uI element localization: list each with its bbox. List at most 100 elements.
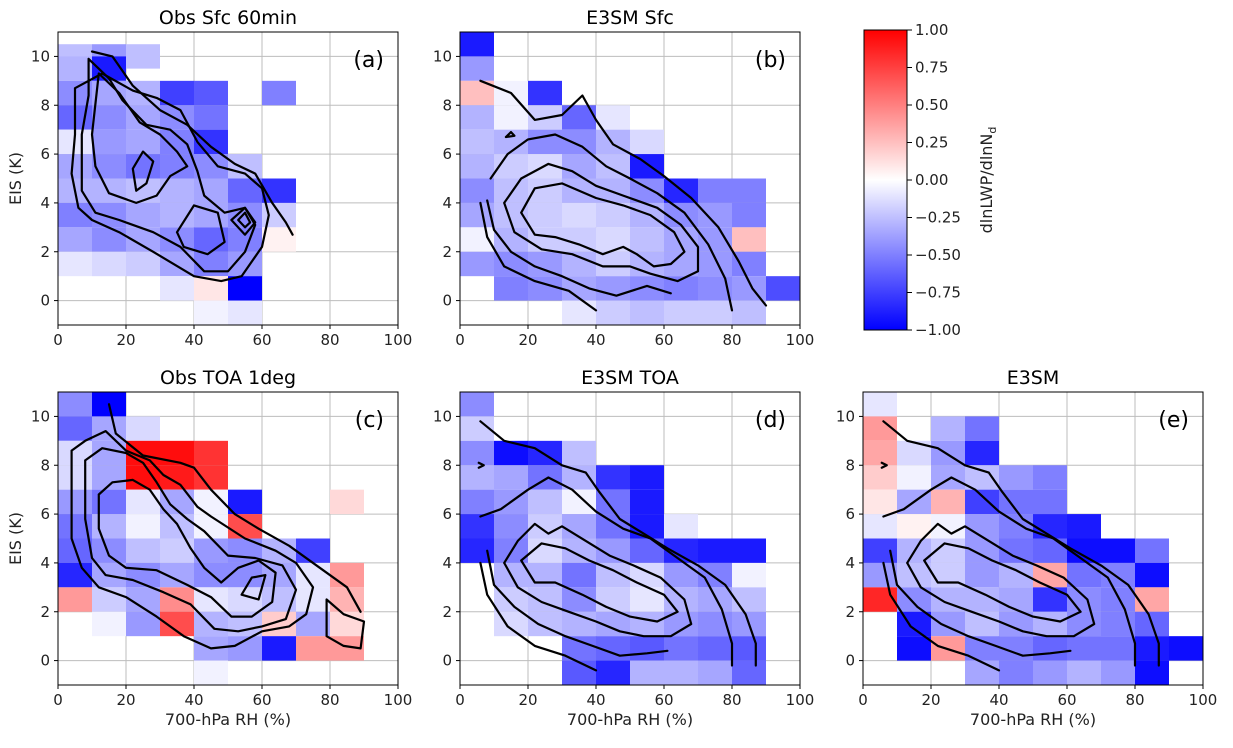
heatmap-cell bbox=[1135, 636, 1169, 661]
contour-line bbox=[237, 211, 252, 229]
heatmap-cell bbox=[296, 611, 330, 637]
heatmap-cell bbox=[58, 56, 92, 81]
heatmap-cell bbox=[126, 489, 160, 515]
heatmap-cell bbox=[58, 562, 92, 588]
heatmap-cell bbox=[732, 202, 766, 228]
panel-a-title: Obs Sfc 60min bbox=[159, 7, 297, 29]
heatmap-cell bbox=[562, 300, 596, 325]
heatmap-cell bbox=[460, 105, 494, 130]
heatmap-cell bbox=[664, 300, 698, 325]
heatmap-cell bbox=[562, 538, 596, 563]
y-tick-label: 2 bbox=[845, 603, 855, 621]
heatmap-cell bbox=[732, 636, 766, 661]
heatmap-cell bbox=[494, 251, 528, 277]
heatmap-cell bbox=[528, 80, 562, 106]
x-tick-label: 0 bbox=[53, 691, 63, 709]
x-tick-label: 100 bbox=[384, 691, 413, 709]
heatmap-cell bbox=[1067, 636, 1101, 661]
heatmap-cell bbox=[931, 416, 965, 441]
heatmap-cell bbox=[160, 514, 194, 539]
colorbar-tick-label: −1.00 bbox=[915, 321, 961, 339]
heatmap-cell bbox=[92, 489, 126, 515]
contour-line bbox=[880, 461, 888, 469]
heatmap-cell bbox=[863, 440, 897, 466]
x-tick-label: 40 bbox=[989, 691, 1008, 709]
x-tick-label: 20 bbox=[518, 331, 537, 349]
y-tick-label: 8 bbox=[40, 96, 50, 114]
contour-line bbox=[486, 199, 672, 297]
x-tick-label: 60 bbox=[252, 691, 271, 709]
heatmap-cell bbox=[460, 392, 494, 417]
heatmap-cell bbox=[528, 251, 562, 277]
heatmap-cell bbox=[1135, 587, 1169, 612]
heatmap-cell bbox=[965, 660, 999, 685]
contour-line bbox=[70, 72, 270, 283]
contour-line bbox=[97, 478, 277, 618]
heatmap-cell bbox=[1033, 489, 1067, 515]
panel-d-cells bbox=[460, 392, 766, 685]
heatmap-cell bbox=[630, 660, 664, 685]
contour-line bbox=[889, 549, 1072, 657]
y-tick-label: 10 bbox=[31, 47, 50, 65]
x-tick-label: 40 bbox=[586, 691, 605, 709]
heatmap-cell bbox=[1033, 611, 1067, 637]
heatmap-cell bbox=[863, 562, 897, 588]
contour-line bbox=[84, 447, 298, 633]
x-tick-label: 40 bbox=[184, 331, 203, 349]
heatmap-cell bbox=[228, 562, 262, 588]
contour-line bbox=[479, 201, 598, 312]
heatmap-cell bbox=[160, 154, 194, 179]
y-tick-label: 0 bbox=[442, 292, 452, 310]
heatmap-cell bbox=[126, 538, 160, 563]
panel-e-contours bbox=[880, 420, 1160, 672]
heatmap-cell bbox=[460, 178, 494, 203]
heatmap-cell bbox=[596, 660, 630, 685]
panel-b-cells bbox=[460, 32, 800, 325]
contour-line bbox=[80, 57, 257, 273]
heatmap-cell bbox=[630, 276, 664, 301]
heatmap-cell bbox=[664, 660, 698, 685]
heatmap-cell bbox=[1067, 660, 1101, 685]
heatmap-cell bbox=[126, 154, 160, 179]
heatmap-cell bbox=[732, 587, 766, 612]
heatmap-cell bbox=[562, 129, 596, 155]
panel-b: 0 20 40 60 80 100 0 2 4 6 8 10 E3SM Sfc (b) bbox=[433, 7, 814, 349]
heatmap-cell bbox=[863, 392, 897, 417]
heatmap-cell bbox=[160, 587, 194, 612]
heatmap-cell bbox=[562, 562, 596, 588]
heatmap-cell bbox=[460, 440, 494, 466]
heatmap-cell bbox=[1169, 636, 1203, 661]
heatmap-cell bbox=[58, 489, 92, 515]
heatmap-cell bbox=[460, 32, 494, 57]
heatmap-cell bbox=[1101, 562, 1135, 588]
y-tick-label: 4 bbox=[442, 194, 452, 212]
y-tick-label: 4 bbox=[442, 554, 452, 572]
heatmap-cell bbox=[194, 251, 228, 277]
heatmap-cell bbox=[494, 129, 528, 155]
heatmap-cell bbox=[1067, 562, 1101, 588]
y-tick-label: 10 bbox=[433, 47, 452, 65]
colorbar: 1.00 0.75 0.50 0.25 0.00 −0.25 −0.50 −0.75 −1.00… bbox=[863, 21, 999, 339]
colorbar-tick-label: 0.00 bbox=[915, 171, 948, 189]
x-tick-label: 0 bbox=[455, 691, 465, 709]
heatmap-cell bbox=[228, 276, 262, 301]
heatmap-cell bbox=[1033, 587, 1067, 612]
heatmap-cell bbox=[562, 202, 596, 228]
heatmap-cell bbox=[126, 251, 160, 277]
heatmap-cell bbox=[330, 489, 364, 515]
heatmap-cell bbox=[194, 660, 228, 685]
panel-e-cells bbox=[863, 392, 1203, 685]
heatmap-cell bbox=[863, 489, 897, 515]
heatmap-cell bbox=[92, 251, 126, 277]
colorbar-gradient bbox=[864, 30, 907, 330]
x-tick-label: 20 bbox=[116, 331, 135, 349]
heatmap-cell bbox=[664, 514, 698, 539]
x-tick-label: 80 bbox=[1125, 691, 1144, 709]
heatmap-cell bbox=[698, 300, 732, 325]
panel-c-frame bbox=[57, 391, 399, 686]
x-tick-label: 20 bbox=[921, 691, 940, 709]
heatmap-cell bbox=[897, 465, 931, 490]
panel-d: 0 20 40 60 80 100 0 2 4 6 8 10 E3SM TOA (d) 700-hPa RH… bbox=[433, 367, 814, 729]
heatmap-cell bbox=[965, 416, 999, 441]
contour-line bbox=[479, 476, 734, 667]
